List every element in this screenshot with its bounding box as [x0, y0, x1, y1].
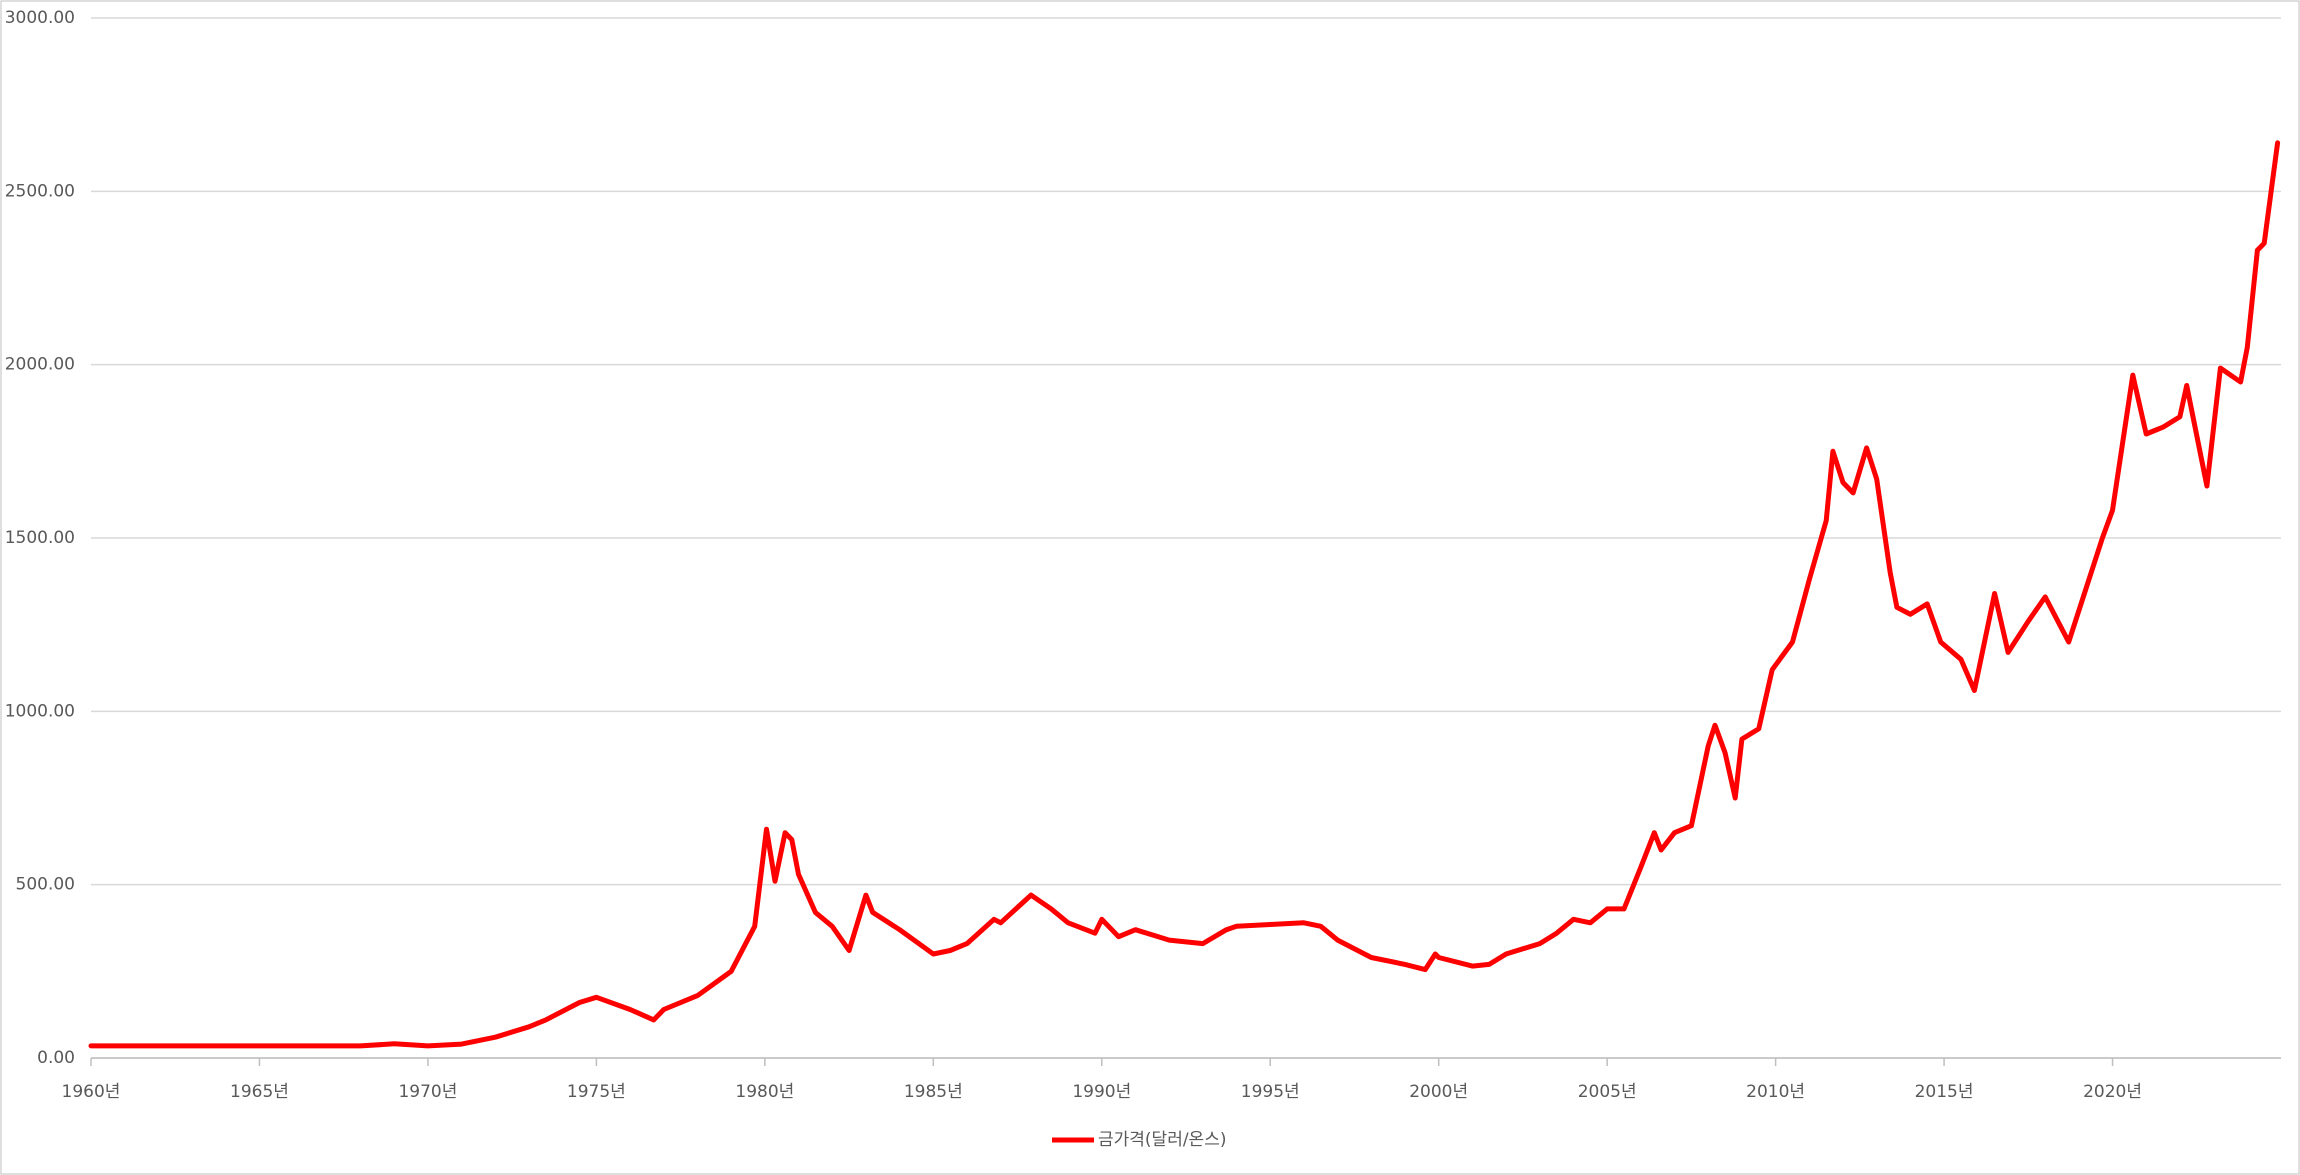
x-tick-label: 2005년	[1578, 1082, 1637, 1102]
x-tick-label: 2010년	[1746, 1082, 1805, 1102]
x-tick-label: 1975년	[567, 1082, 626, 1102]
x-tick-label: 1980년	[735, 1082, 794, 1102]
x-tick-label: 1995년	[1241, 1082, 1300, 1102]
y-tick-label: 500.00	[16, 875, 75, 895]
x-tick-label: 1970년	[398, 1082, 457, 1102]
x-tick-label: 1960년	[62, 1082, 121, 1102]
x-tick-label: 2020년	[2083, 1082, 2142, 1102]
x-tick-label: 1965년	[230, 1082, 289, 1102]
x-tick-label: 1990년	[1072, 1082, 1131, 1102]
x-tick-label: 2015년	[1915, 1082, 1974, 1102]
legend-label: 금가격(달러/온스)	[1098, 1130, 1226, 1150]
y-tick-label: 2500.00	[5, 181, 75, 201]
y-tick-label: 1000.00	[5, 701, 75, 721]
y-tick-label: 2000.00	[5, 355, 75, 375]
x-tick-label: 1985년	[904, 1082, 963, 1102]
y-tick-label: 0.00	[37, 1048, 75, 1068]
y-tick-label: 1500.00	[5, 528, 75, 548]
data-line	[88, 140, 2281, 1049]
x-tick-label: 2000년	[1409, 1082, 1468, 1102]
y-tick-label: 3000.00	[5, 8, 75, 28]
